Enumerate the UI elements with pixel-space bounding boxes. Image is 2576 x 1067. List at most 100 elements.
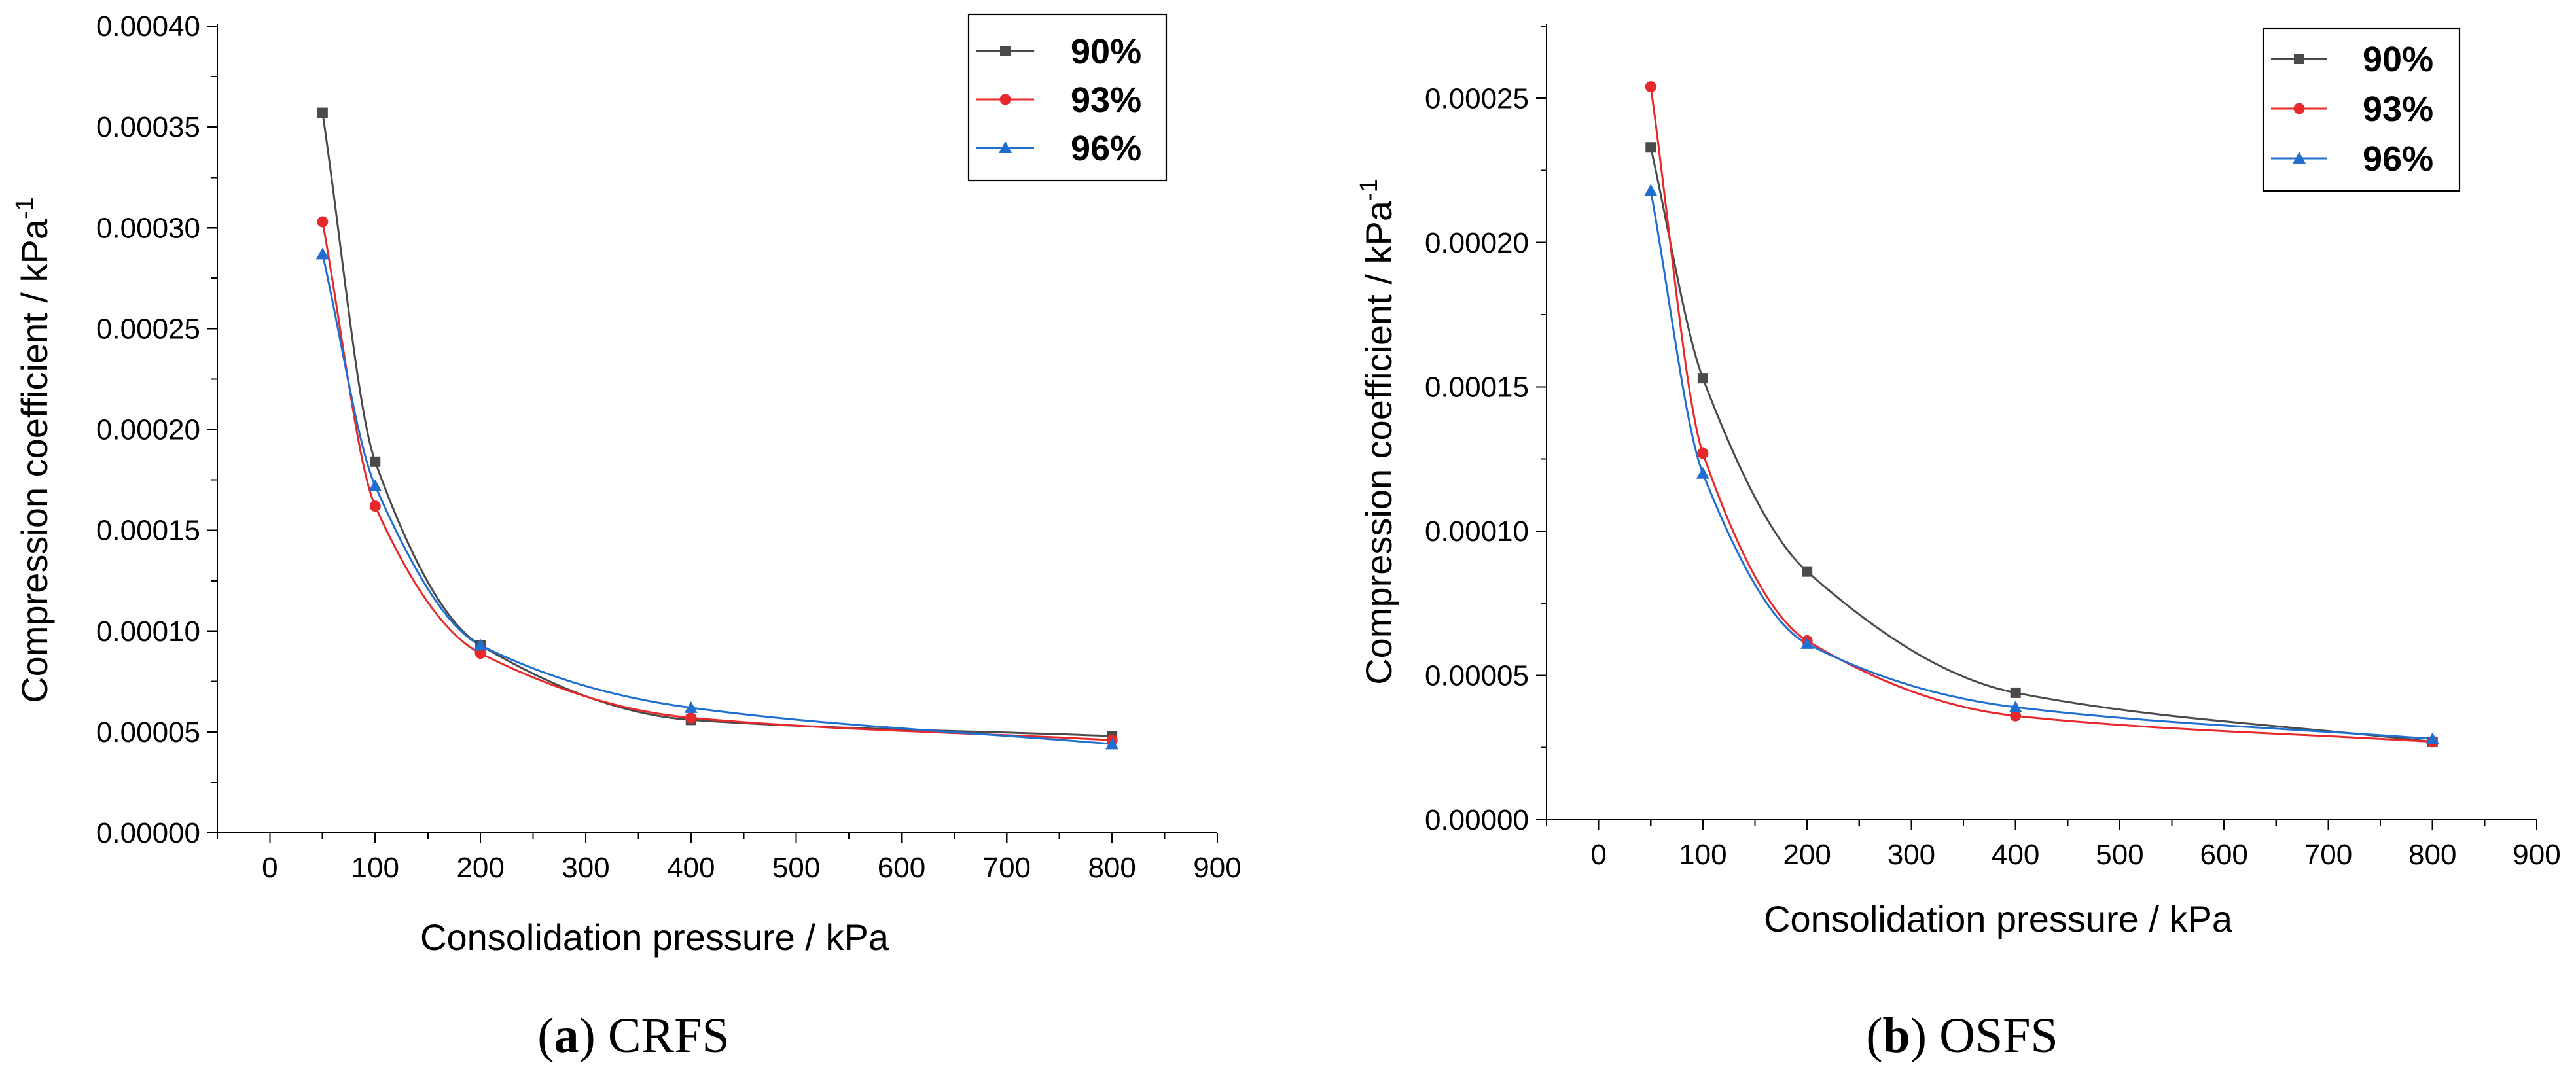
panel-a-data-point — [370, 456, 381, 467]
panel-a-legend-marker — [999, 94, 1011, 105]
panel-b-data-point — [1696, 466, 1709, 479]
panel-a-series-line — [321, 112, 1113, 737]
panel-b-x-tick-label: 600 — [2200, 839, 2247, 871]
panel-b-data-point — [2425, 732, 2439, 744]
panel-a-legend-label: 96% — [1071, 129, 1141, 168]
panel-a-markers — [315, 107, 1119, 750]
panel-a-y-tick-label: 0.00010 — [96, 616, 200, 648]
panel-b-data-point — [2010, 710, 2022, 722]
panel-a-x-tick-label: 500 — [772, 852, 820, 884]
panel-a-legend: 90% 93% 96% — [967, 13, 1168, 182]
panel-a-x-tick-label: 100 — [351, 852, 399, 884]
panel-a-data-point — [315, 247, 329, 260]
panel-b-y-tick-label: 0.00015 — [1425, 371, 1529, 403]
panel-b-x-axis-title: Consolidation pressure / kPa — [1764, 898, 2233, 939]
panel-a-x-tick-label: 300 — [562, 852, 609, 884]
panel-b-caption: (b) OSFS — [1866, 1008, 2058, 1063]
panel-b-legend-marker — [2293, 103, 2305, 114]
panel-b-x-tick-label: 800 — [2408, 839, 2456, 871]
panel-a-x-tick-label: 800 — [1088, 852, 1136, 884]
panel-a-caption-text: CRFS — [608, 1008, 730, 1063]
panel-b-y-tick-label: 0.00020 — [1425, 227, 1529, 259]
panel-b-legend: 90% 93% 96% — [2262, 27, 2461, 192]
panel-a-x-tick-label: 0 — [262, 852, 277, 884]
panel-a-y-tick-label: 0.00025 — [96, 313, 200, 345]
panel-b-data-point — [2009, 700, 2022, 712]
panel-b-legend-marker — [2293, 152, 2306, 164]
panel-a-caption-open-paren: ( — [537, 1008, 554, 1063]
panel-a-y-axis-title-superscript: -1 — [11, 197, 39, 219]
panel-b: 0 100 200 300 400 500 600 700 800 900 0.00000 0.000… — [1355, 24, 2561, 1063]
panel-a-x-tick-label: 700 — [983, 852, 1031, 884]
panel-b-caption-close-paren: ) — [1910, 1008, 1939, 1063]
panel-b-x-tick-label: 400 — [1992, 839, 2039, 871]
panel-b-data-point — [1644, 184, 1658, 196]
panel-b-data-point — [1697, 447, 1709, 459]
panel-a-data-point — [317, 216, 329, 228]
panel-b-data-point — [1800, 637, 1814, 649]
panel-b-caption-open-paren: ( — [1866, 1008, 1882, 1063]
panel-a-y-tick-label: 0.00040 — [96, 10, 200, 43]
panel-b-y-tick-label: 0.00000 — [1425, 804, 1529, 836]
panel-b-series-line — [1649, 189, 2434, 740]
panel-a-x-tick-label: 900 — [1193, 852, 1241, 884]
panel-a-caption-letter: a — [554, 1008, 579, 1063]
panel-a-legend-label: 93% — [1071, 80, 1141, 120]
panel-b-y-tick-label: 0.00005 — [1425, 659, 1529, 691]
panel-b-y-tick-label: 0.00025 — [1425, 82, 1529, 114]
panel-b-x-tick-label: 900 — [2513, 839, 2560, 871]
panel-a-y-tick-label: 0.00035 — [96, 111, 200, 143]
panel-b-x-tick-label: 700 — [2304, 839, 2352, 871]
panel-b-legend-marker — [2294, 54, 2304, 64]
panel-b-x-tick-label: 100 — [1679, 839, 1726, 871]
panel-a-x-tick-label: 600 — [878, 852, 925, 884]
panel-a-y-axis-title-main: Compression coefficient / kPa — [14, 219, 55, 703]
panel-a-legend-marker — [1000, 46, 1011, 56]
panel-a-y-axis-title: Compression coefficient / kPa-1 — [11, 197, 55, 703]
panel-a-y-tick-label: 0.00005 — [96, 716, 200, 748]
panel-b-legend-label: 93% — [2363, 90, 2433, 129]
panel-b-data-point — [1697, 373, 1708, 384]
panel-a-x-axis-title: Consolidation pressure / kPa — [420, 917, 889, 958]
panel-b-x-tick-label: 500 — [2096, 839, 2143, 871]
panel-b-y-axis-title: Compression coefficient / kPa-1 — [1355, 179, 1399, 685]
panel-b-legend-label: 90% — [2363, 40, 2433, 79]
panel-a-caption-close-paren: ) — [579, 1008, 608, 1063]
panel-a-data-point — [684, 701, 698, 713]
panel-a-y-tick-label: 0.00030 — [96, 212, 200, 244]
panel-a-x-tick-label: 200 — [456, 852, 504, 884]
panel-b-x-tick-label: 200 — [1783, 839, 1831, 871]
panel-a-data-point — [368, 479, 382, 491]
panel-a-axes: 0 100 200 300 400 500 600 700 800 900 0.00000 0.000… — [96, 10, 1242, 884]
panel-a-x-tick-label: 400 — [667, 852, 715, 884]
panel-a-y-tick-label: 0.00015 — [96, 515, 200, 547]
panel-b-data-point — [1802, 566, 1813, 577]
panel-a-legend-label: 90% — [1071, 32, 1141, 71]
panel-b-data-point — [2010, 687, 2021, 698]
panel-b-legend-label: 96% — [2363, 139, 2433, 179]
panel-a-y-tick-label: 0.00020 — [96, 414, 200, 446]
panel-a-data-point — [1105, 737, 1119, 750]
panel-b-x-tick-label: 0 — [1590, 839, 1606, 871]
panel-a-data-point — [317, 107, 328, 118]
panel-a-data-point — [369, 500, 381, 512]
panel-b-data-point — [1645, 142, 1656, 153]
panel-a: 0 100 200 300 400 500 600 700 800 900 0.00000 0.000… — [11, 10, 1242, 1063]
panel-b-y-axis-title-main: Compression coefficient / kPa — [1358, 200, 1399, 685]
panel-b-y-axis-title-superscript: -1 — [1355, 179, 1383, 201]
panel-b-axes: 0 100 200 300 400 500 600 700 800 900 0.00000 0.000… — [1425, 24, 2561, 871]
panel-a-legend-marker — [999, 141, 1012, 153]
panel-b-x-tick-label: 300 — [1887, 839, 1935, 871]
panel-a-data-point — [685, 712, 697, 724]
panel-a-series-line — [321, 253, 1113, 745]
panel-a-y-tick-label: 0.00000 — [96, 817, 200, 849]
panel-a-series-line — [321, 220, 1113, 741]
panel-b-caption-text: OSFS — [1939, 1008, 2058, 1063]
panel-a-caption: (a) CRFS — [537, 1008, 730, 1063]
panel-b-data-point — [1645, 81, 1656, 93]
panel-a-lines — [321, 112, 1113, 745]
panel-a-data-point — [474, 638, 488, 651]
panel-b-markers — [1644, 81, 2439, 748]
panel-b-y-tick-label: 0.00010 — [1425, 516, 1529, 548]
